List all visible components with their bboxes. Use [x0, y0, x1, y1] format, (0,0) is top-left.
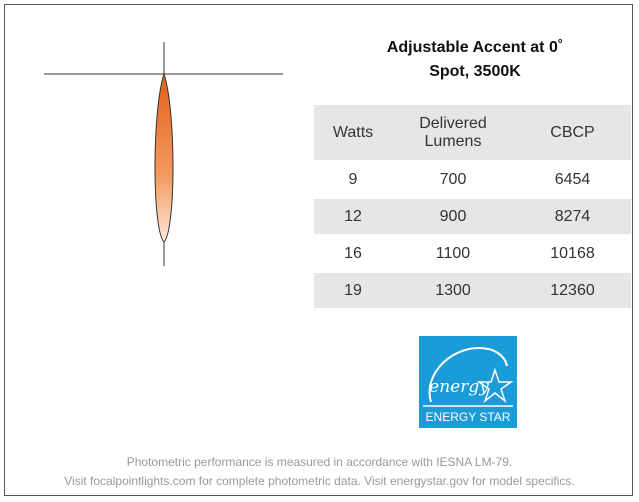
beam-diagram: [0, 0, 300, 300]
title: Adjustable Accent at 0˚: [320, 39, 630, 57]
table-cell: 1100: [392, 236, 514, 271]
table-cell: 12: [314, 199, 392, 234]
subtitle: Spot, 3500K: [320, 63, 630, 81]
beam: [155, 74, 173, 242]
table-cell: 12360: [514, 273, 631, 308]
table-cell: 19: [314, 273, 392, 308]
column-header: Watts: [314, 105, 392, 160]
page: Adjustable Accent at 0˚ Spot, 3500K Watt…: [0, 0, 639, 502]
energy-star-logo: energy ENERGY STAR: [419, 336, 517, 428]
header-row: Watts Delivered Lumens CBCP: [314, 105, 631, 160]
table-cell: 1300: [392, 273, 514, 308]
column-header: Delivered Lumens: [392, 105, 514, 160]
table-cell: 700: [392, 162, 514, 197]
table-cell: 900: [392, 199, 514, 234]
table-cell: 10168: [514, 236, 631, 271]
table-cell: 9: [314, 162, 392, 197]
column-header: CBCP: [514, 105, 631, 160]
logo-script: energy: [429, 377, 489, 397]
logo-label: ENERGY STAR: [426, 410, 511, 424]
footer-note: Visit focalpointlights.com for complete …: [0, 474, 639, 488]
table-cell: 8274: [514, 199, 631, 234]
table-cell: 16: [314, 236, 392, 271]
footer-note: Photometric performance is measured in a…: [0, 455, 639, 469]
column-header-text: Delivered Lumens: [413, 115, 493, 151]
table-cell: 6454: [514, 162, 631, 197]
